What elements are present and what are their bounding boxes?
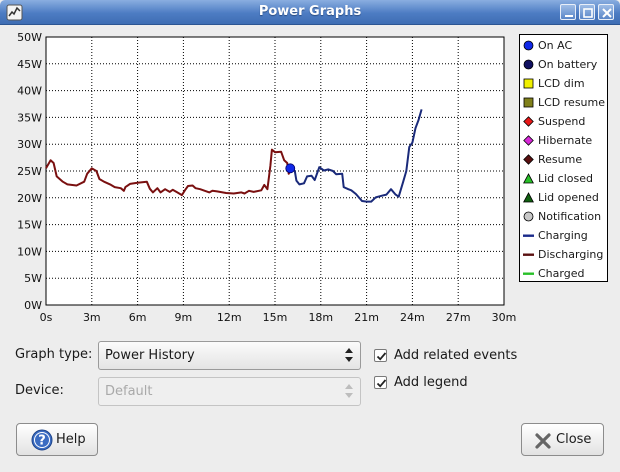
legend-item: Resume [523, 152, 582, 166]
graph-type-select[interactable]: Power History [98, 341, 361, 370]
legend-marker-circle-icon [523, 40, 534, 50]
legend-marker-triangle-icon [523, 172, 534, 183]
graph-type-value: Power History [105, 348, 195, 363]
maximize-icon [583, 8, 593, 18]
checkmark-icon [376, 379, 387, 388]
legend-marker-line-icon [523, 253, 534, 256]
series-line-discharging [45, 148, 292, 197]
graph-type-label: Graph type: [15, 347, 93, 362]
legend-item: LCD dim [523, 76, 585, 90]
y-tick-label: 5W [24, 272, 42, 285]
help-icon: ? [31, 429, 53, 451]
y-tick-label: 50W [17, 31, 42, 44]
minimize-button[interactable] [560, 4, 576, 20]
help-button[interactable]: ? Help [16, 423, 98, 456]
x-tick-label: 9m [175, 311, 193, 324]
select-arrows-icon [345, 348, 353, 362]
legend-item: Hibernate [523, 133, 592, 147]
add-related-events-checkbox[interactable] [374, 349, 387, 362]
legend-item: Suspend [523, 114, 585, 128]
legend-item: Notification [523, 209, 601, 223]
checkmark-icon [376, 352, 387, 361]
y-tick-label: 35W [17, 111, 42, 124]
x-tick-label: 24m [400, 311, 425, 324]
x-tick-label: 27m [446, 311, 471, 324]
legend-label: Charged [538, 266, 585, 280]
close-button-label: Close [556, 432, 592, 447]
legend-marker-line-icon [523, 234, 534, 237]
legend-marker-square-icon [523, 97, 534, 107]
minimize-icon [565, 15, 573, 17]
y-tick-label: 30W [17, 138, 42, 151]
application-icon [6, 4, 23, 21]
x-tick-label: 12m [217, 311, 242, 324]
legend-label: Lid opened [538, 190, 599, 204]
legend-marker-square-icon [523, 78, 534, 88]
y-tick-label: 45W [17, 58, 42, 71]
y-tick-label: 40W [17, 85, 42, 98]
legend-item: Discharging [523, 247, 603, 261]
x-tick-label: 6m [129, 311, 147, 324]
svg-text:?: ? [38, 434, 46, 449]
close-button[interactable]: Close [521, 423, 604, 456]
y-tick-label: 0W [24, 299, 42, 312]
legend-item: Charging [523, 228, 588, 242]
x-tick-label: 3m [83, 311, 101, 324]
x-tick-label: 18m [308, 311, 333, 324]
add-legend-label[interactable]: Add legend [394, 375, 468, 390]
legend-marker-triangle-icon [523, 191, 534, 202]
legend-item: LCD resume [523, 95, 605, 109]
x-tick-label: 21m [354, 311, 379, 324]
legend-marker-circle-icon [523, 59, 534, 69]
close-window-button[interactable] [598, 4, 614, 20]
legend-marker-circle-icon [523, 211, 534, 221]
legend-marker-line-icon [523, 272, 534, 275]
device-select[interactable]: Default [98, 377, 361, 406]
legend-label: Resume [538, 152, 583, 166]
legend-label: On AC [538, 38, 573, 52]
help-button-label: Help [56, 432, 86, 447]
legend-item: Charged [523, 266, 584, 280]
legend-label: Charging [538, 228, 588, 242]
y-tick-label: 20W [17, 192, 42, 205]
legend-label: LCD dim [538, 76, 585, 90]
event-marker-on-ac [285, 163, 296, 174]
legend-item: Lid opened [523, 190, 599, 204]
legend-label: Suspend [538, 114, 586, 128]
window-title: Power Graphs [258, 4, 362, 19]
legend-label: Notification [538, 209, 602, 223]
power-graph: 0W 5W 10W 15W 20W 25W 30W 35W 40W 45W 50W 0s 3m 6m 9m 1… [0, 25, 620, 330]
legend-label: Hibernate [538, 133, 593, 147]
legend-marker-diamond-icon [523, 115, 534, 127]
x-tick-label: 30m [492, 311, 517, 324]
legend-label: On battery [538, 57, 598, 71]
legend-marker-diamond-icon [523, 134, 534, 146]
device-label: Device: [15, 383, 64, 398]
close-icon [602, 8, 612, 18]
power-history-chart: 0W 5W 10W 15W 20W 25W 30W 35W 40W 45W 50W 0s 3m 6m 9m 1… [17, 31, 517, 324]
legend-item: On battery [523, 57, 597, 71]
title-bar[interactable]: Power Graphs [0, 0, 620, 25]
y-tick-label: 25W [17, 165, 42, 178]
close-icon [535, 433, 551, 449]
add-legend-checkbox[interactable] [374, 376, 387, 389]
series-line-charging [291, 109, 423, 203]
x-tick-label: 0s [40, 311, 53, 324]
legend-item: Lid closed [523, 171, 593, 185]
legend-label: Lid closed [538, 171, 593, 185]
graph-legend: On AC On battery LCD dim LCD resume Suspend H… [519, 34, 608, 282]
maximize-button[interactable] [579, 4, 595, 20]
y-tick-label: 15W [17, 219, 42, 232]
y-tick-label: 10W [17, 245, 42, 258]
legend-marker-diamond-icon [523, 153, 534, 165]
legend-label: LCD resume [538, 95, 606, 109]
legend-item: On AC [523, 38, 572, 52]
x-tick-label: 15m [263, 311, 288, 324]
device-value: Default [105, 384, 153, 399]
legend-label: Discharging [538, 247, 604, 261]
add-related-events-label[interactable]: Add related events [394, 348, 518, 363]
select-arrows-icon [345, 384, 353, 398]
